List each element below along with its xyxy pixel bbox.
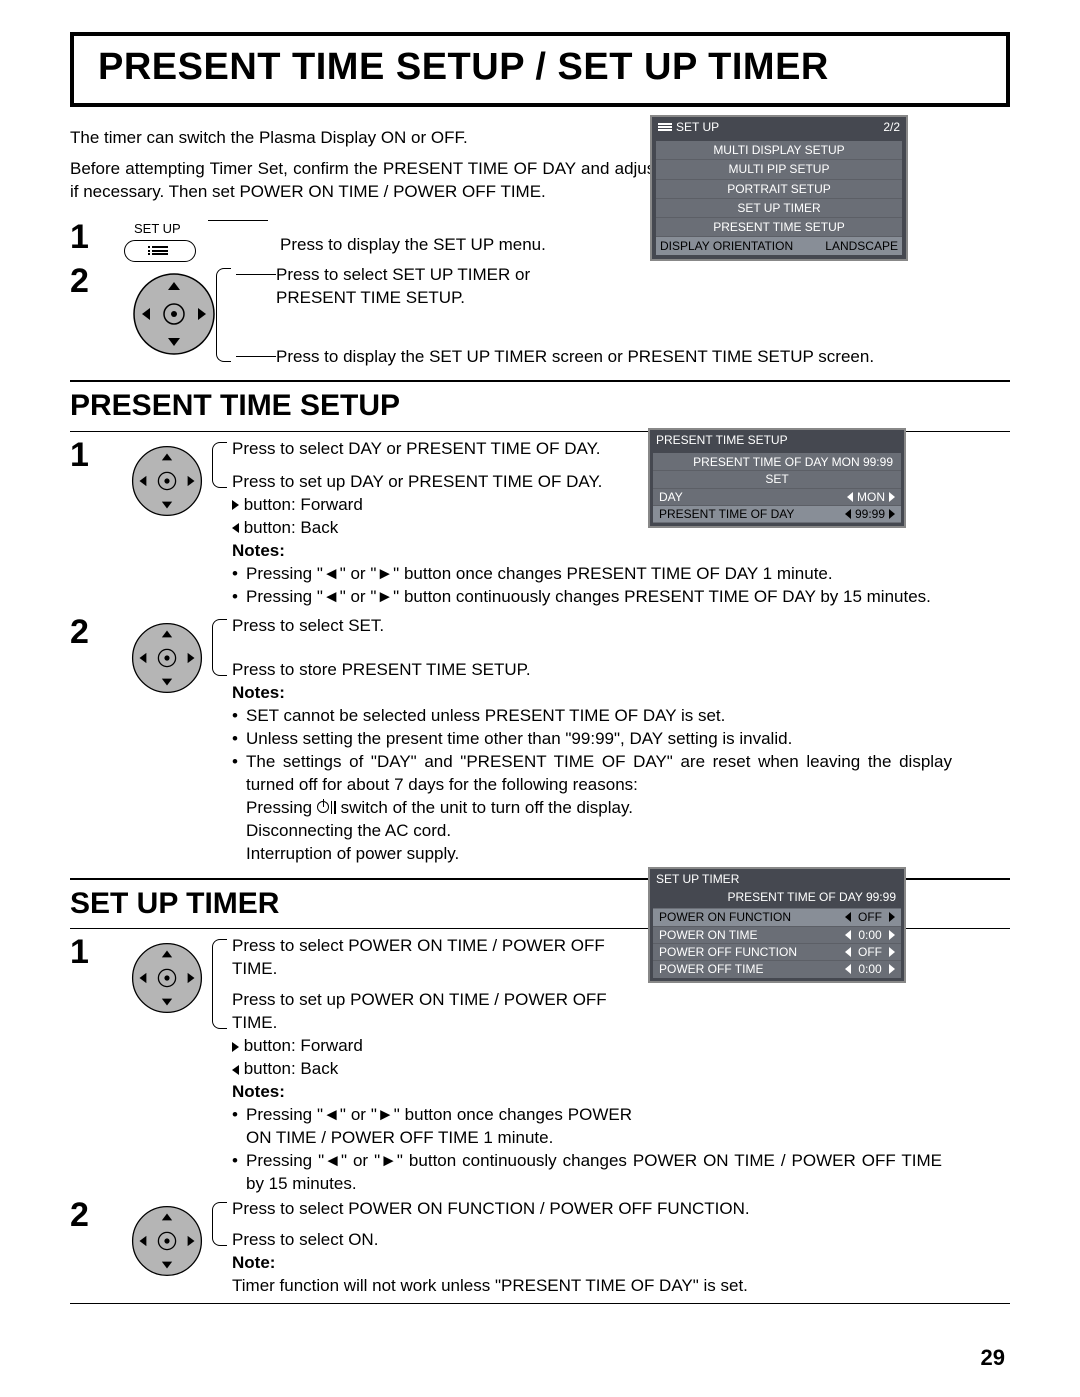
notes-label: Notes: xyxy=(232,1081,1010,1104)
present-1a: Press to select DAY or PRESENT TIME OF D… xyxy=(232,438,1010,461)
step-number: 1 xyxy=(70,935,102,969)
present-2b: Press to store PRESENT TIME SETUP. xyxy=(232,659,1010,682)
osd-item: PORTRAIT SETUP xyxy=(656,180,902,199)
dial-icon xyxy=(124,264,224,364)
note: Pressing "◄" or "►" button continuously … xyxy=(232,586,1010,609)
intro-2: Before attempting Timer Set, confirm the… xyxy=(70,158,660,204)
step-number: 2 xyxy=(70,1198,102,1232)
step2-a: Press to select SET UP TIMER or PRESENT … xyxy=(276,264,576,310)
note: Unless setting the present time other th… xyxy=(232,728,1010,751)
dial-icon xyxy=(124,935,210,1021)
note: The settings of "DAY" and "PRESENT TIME … xyxy=(246,752,952,794)
power-icon xyxy=(317,801,336,814)
section-present-title: PRESENT TIME SETUP xyxy=(70,386,1010,427)
present-2a: Press to select SET. xyxy=(232,615,1010,638)
setup-button[interactable] xyxy=(124,240,196,262)
hamburger-icon xyxy=(658,122,672,132)
step2-b: Press to display the SET UP TIMER screen… xyxy=(276,346,874,369)
right-icon xyxy=(232,1042,239,1052)
dial-icon xyxy=(124,438,210,524)
dial-icon xyxy=(124,1198,210,1284)
note: Pressing "◄" or "►" button once changes … xyxy=(232,1104,632,1150)
step-number: 1 xyxy=(70,438,102,472)
osd-item: MULTI PIP SETUP xyxy=(656,160,902,179)
left-icon xyxy=(232,1065,239,1075)
page-title-box: PRESENT TIME SETUP / SET UP TIMER xyxy=(70,32,1010,107)
timer-2a: Press to select POWER ON FUNCTION / POWE… xyxy=(232,1198,1010,1221)
timer-1a: Press to select POWER ON TIME / POWER OF… xyxy=(232,935,652,981)
page-number: 29 xyxy=(981,1343,1005,1373)
timer-2b: Press to select ON. xyxy=(232,1229,1010,1252)
osd-setup-panel: SET UP 2/2 MULTI DISPLAY SETUP MULTI PIP… xyxy=(650,115,908,261)
osd-item: PRESENT TIME SETUP xyxy=(656,218,902,237)
note-label: Note: xyxy=(232,1252,1010,1275)
osd-setup-page: 2/2 xyxy=(883,119,900,135)
note: Pressing "◄" or "►" button once changes … xyxy=(232,563,1010,586)
step-number: 2 xyxy=(70,615,102,649)
osd-item-orient: DISPLAY ORIENTATION LANDSCAPE xyxy=(656,237,902,255)
step-number: 2 xyxy=(70,264,102,298)
timer-1b: Press to set up POWER ON TIME / POWER OF… xyxy=(232,989,652,1035)
step1-text: Press to display the SET UP menu. xyxy=(280,234,546,257)
dial-icon xyxy=(124,615,210,701)
present-1b: Press to set up DAY or PRESENT TIME OF D… xyxy=(232,471,1010,494)
page-title: PRESENT TIME SETUP / SET UP TIMER xyxy=(98,42,982,93)
osd-item: MULTI DISPLAY SETUP xyxy=(656,141,902,160)
notes-label: Notes: xyxy=(232,682,1010,705)
osd-timer-title: SET UP TIMER xyxy=(650,869,904,889)
note: Pressing "◄" or "►" button continuously … xyxy=(232,1150,942,1196)
note: SET cannot be selected unless PRESENT TI… xyxy=(232,705,1010,728)
osd-setup-title: SET UP xyxy=(676,119,719,135)
timer-note: Timer function will not work unless "PRE… xyxy=(232,1275,1010,1298)
osd-timer-sub: PRESENT TIME OF DAY 99:99 xyxy=(650,889,904,905)
setup-label: SET UP xyxy=(134,220,181,238)
osd-item: SET UP TIMER xyxy=(656,199,902,218)
left-icon xyxy=(232,523,239,533)
notes-label: Notes: xyxy=(232,540,1010,563)
right-icon xyxy=(232,500,239,510)
step-number: 1 xyxy=(70,220,102,254)
